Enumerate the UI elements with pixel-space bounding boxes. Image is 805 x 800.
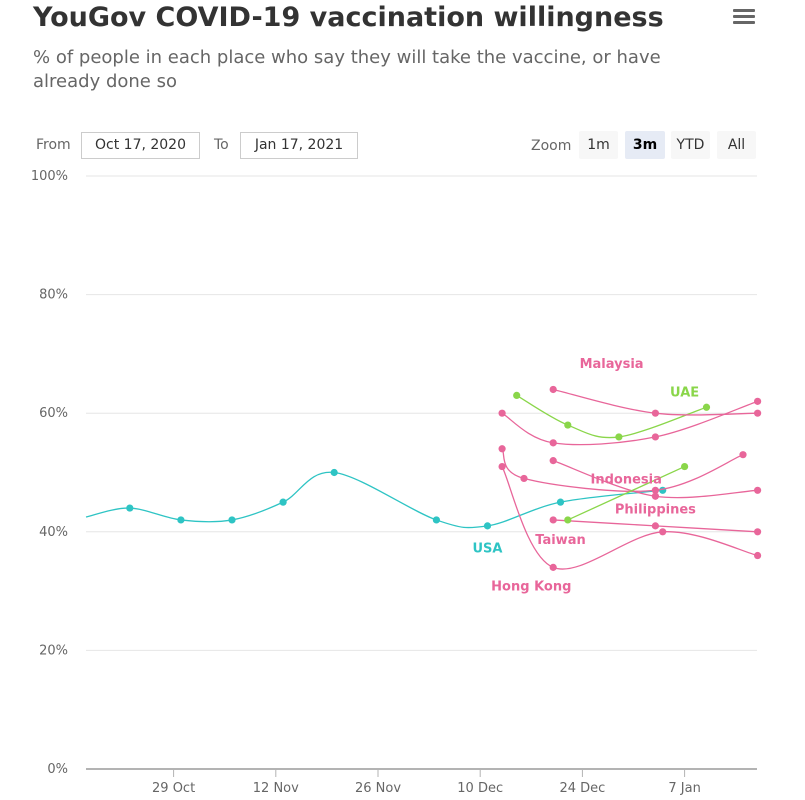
hong-kong-line <box>501 466 758 570</box>
y-tick-label: 100% <box>31 169 68 184</box>
usa-point <box>432 516 440 524</box>
series-3-point <box>498 409 506 417</box>
philippines-point <box>739 451 747 459</box>
series-3-point <box>549 439 557 447</box>
series-8-point <box>564 516 572 524</box>
usa-point <box>483 522 492 530</box>
malaysia-point <box>549 385 557 394</box>
malaysia-label: Malaysia <box>580 357 644 372</box>
taiwan-label: Taiwan <box>535 533 585 548</box>
series <box>85 385 762 571</box>
axes: 0% 20% 40% 60% 80% 100% 29 Oct 12 Nov 26 Nov 10 D… <box>31 169 757 796</box>
uae-point <box>702 403 711 411</box>
to-date-input[interactable]: Jan 17, 2021 <box>240 132 358 159</box>
menu-line <box>733 9 755 12</box>
hong-kong-point <box>659 528 667 536</box>
indonesia-label: Indonesia <box>591 473 662 488</box>
philippines-label: Philippines <box>615 502 696 517</box>
x-tick-label: 12 Nov <box>253 781 299 796</box>
uae-point <box>564 421 572 429</box>
y-tick-label: 20% <box>39 643 68 658</box>
series-3-point <box>754 397 762 405</box>
chart-title: YouGov COVID-19 vaccination willingness <box>33 2 664 33</box>
chart-subtitle: % of people in each place who say they w… <box>33 47 661 92</box>
zoom-ytd-button[interactable]: YTD <box>671 131 710 159</box>
menu-line <box>733 15 755 18</box>
x-tick-label: 24 Dec <box>559 781 605 796</box>
hong-kong-label: Hong Kong <box>491 579 571 594</box>
usa-line <box>85 471 663 529</box>
usa-point <box>330 468 338 477</box>
indonesia-point <box>549 457 557 465</box>
to-label: To <box>214 137 229 153</box>
usa-point <box>126 504 134 512</box>
uae-point <box>513 391 521 400</box>
y-tick-label: 40% <box>39 525 68 540</box>
hamburger-menu-icon[interactable] <box>731 6 757 28</box>
philippines-point <box>520 474 528 483</box>
y-tick-label: 80% <box>39 288 68 303</box>
series-labels: USA UAE Malaysia Indonesia Philippines Taiwan… <box>473 357 700 594</box>
hong-kong-point <box>754 551 762 560</box>
from-date-input[interactable]: Oct 17, 2020 <box>81 132 200 159</box>
uae-point <box>615 433 623 441</box>
series-3-line <box>501 400 758 446</box>
zoom-3m-button[interactable]: 3m <box>625 131 665 159</box>
uae-label: UAE <box>670 385 699 400</box>
hong-kong-point <box>498 462 506 471</box>
x-tick-label: 29 Oct <box>152 781 195 796</box>
x-tick-label: 7 Jan <box>668 781 700 796</box>
y-tick-label: 60% <box>39 406 68 421</box>
malaysia-point <box>651 409 660 417</box>
usa-point <box>279 498 287 506</box>
series-8-line <box>567 465 685 521</box>
series-3-point <box>651 433 660 441</box>
taiwan-point <box>754 528 762 536</box>
usa-point <box>228 516 236 524</box>
malaysia-point <box>754 409 762 417</box>
zoom-all-button[interactable]: All <box>717 131 756 159</box>
philippines-point <box>651 486 660 494</box>
x-tick-label: 26 Nov <box>355 781 401 796</box>
y-tick-label: 0% <box>47 762 68 777</box>
menu-line <box>733 21 755 24</box>
philippines-point <box>498 445 506 453</box>
usa-point <box>556 498 565 506</box>
philippines-line <box>501 448 744 492</box>
usa-label: USA <box>473 541 503 556</box>
hong-kong-point <box>549 563 557 571</box>
taiwan-point <box>549 516 557 524</box>
from-label: From <box>36 137 71 153</box>
taiwan-point <box>651 522 660 530</box>
indonesia-point <box>754 486 762 494</box>
series-8-point <box>681 462 689 471</box>
x-tick-label: 10 Dec <box>457 781 503 796</box>
grid <box>86 175 757 651</box>
zoom-label: Zoom <box>531 138 572 154</box>
usa-point <box>177 516 185 524</box>
indonesia-point <box>651 492 660 500</box>
zoom-1m-button[interactable]: 1m <box>579 131 618 159</box>
uae-line <box>516 394 707 439</box>
